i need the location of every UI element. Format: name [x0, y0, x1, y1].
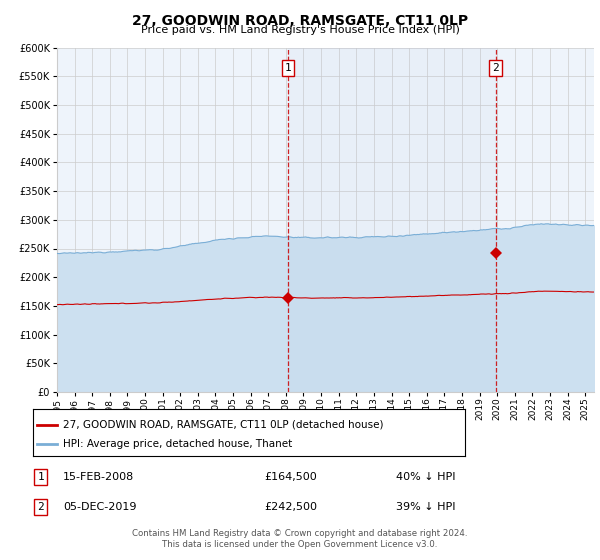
Text: 15-FEB-2008: 15-FEB-2008	[63, 472, 134, 482]
Text: This data is licensed under the Open Government Licence v3.0.: This data is licensed under the Open Gov…	[163, 540, 437, 549]
Text: 39% ↓ HPI: 39% ↓ HPI	[396, 502, 455, 512]
Text: 2: 2	[493, 63, 499, 73]
Text: £242,500: £242,500	[264, 502, 317, 512]
Text: 40% ↓ HPI: 40% ↓ HPI	[396, 472, 455, 482]
Bar	[288, 48, 496, 392]
Text: Contains HM Land Registry data © Crown copyright and database right 2024.: Contains HM Land Registry data © Crown c…	[132, 529, 468, 538]
Text: HPI: Average price, detached house, Thanet: HPI: Average price, detached house, Than…	[63, 438, 292, 449]
Text: Price paid vs. HM Land Registry's House Price Index (HPI): Price paid vs. HM Land Registry's House …	[140, 25, 460, 35]
Text: 27, GOODWIN ROAD, RAMSGATE, CT11 0LP: 27, GOODWIN ROAD, RAMSGATE, CT11 0LP	[132, 14, 468, 28]
Text: £164,500: £164,500	[264, 472, 317, 482]
Text: 05-DEC-2019: 05-DEC-2019	[63, 502, 137, 512]
Text: 1: 1	[37, 472, 44, 482]
Text: 27, GOODWIN ROAD, RAMSGATE, CT11 0LP (detached house): 27, GOODWIN ROAD, RAMSGATE, CT11 0LP (de…	[63, 419, 384, 430]
Text: 1: 1	[284, 63, 292, 73]
Text: 2: 2	[37, 502, 44, 512]
